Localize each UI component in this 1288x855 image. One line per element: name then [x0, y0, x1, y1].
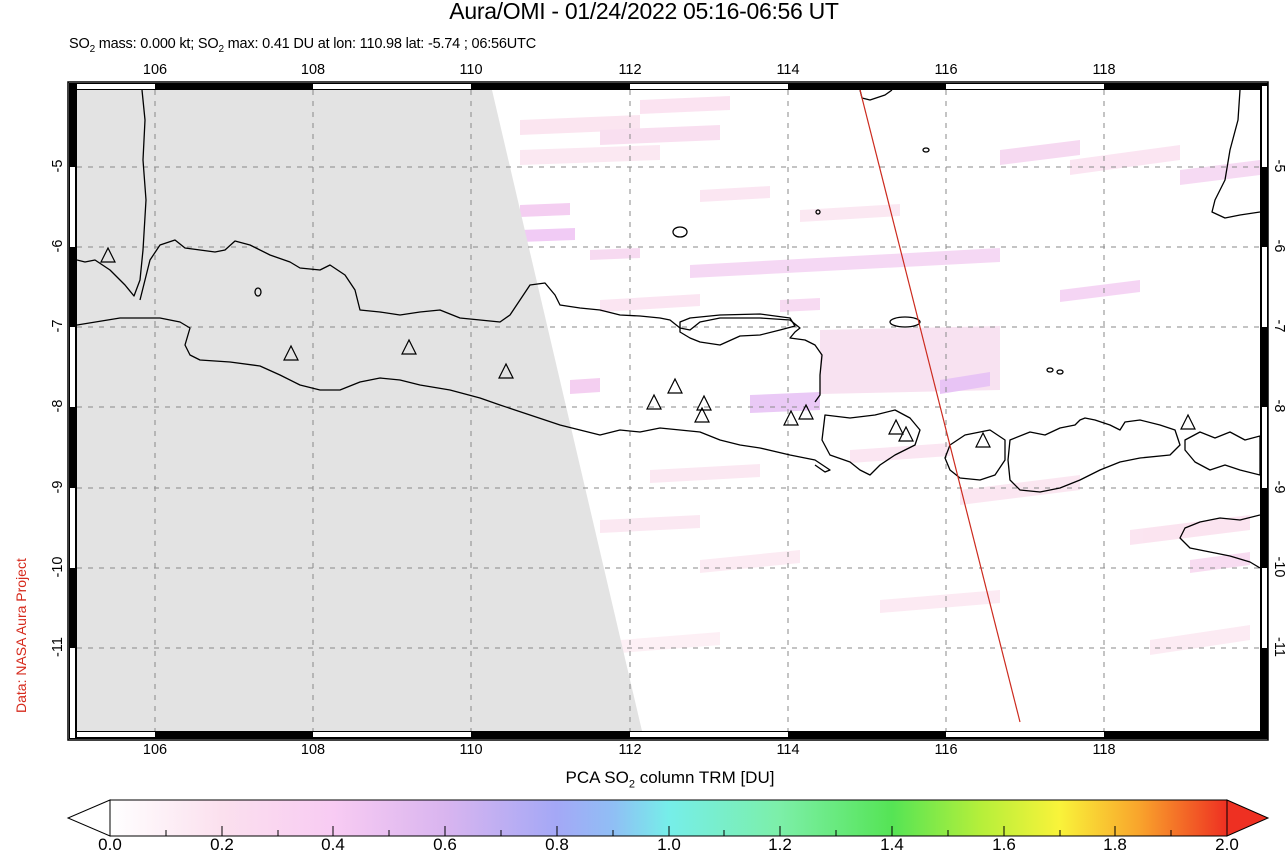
- coastlines: [77, 90, 1260, 569]
- y-tick-right: -11: [1271, 637, 1287, 657]
- colorbar-tick: 0.8: [545, 835, 569, 854]
- x-tick-top: 110: [459, 62, 483, 78]
- volcano-icon: [694, 406, 710, 423]
- y-tick-left: -9: [50, 480, 66, 494]
- x-tick-bottom: 108: [300, 742, 326, 758]
- colorbar-tick: 0.4: [321, 835, 345, 854]
- colorbar-tick: 1.8: [1103, 835, 1127, 854]
- volcano-icon: [798, 403, 814, 420]
- y-tick-left: -7: [50, 319, 66, 333]
- colorbar-tick: 1.2: [768, 835, 792, 854]
- colorbar: [66, 799, 1270, 837]
- map-title: Aura/OMI - 01/24/2022 05:16-06:56 UT: [449, 0, 839, 24]
- x-tick-top: 112: [618, 62, 642, 78]
- y-tick-right: -7: [1271, 319, 1287, 333]
- x-tick-bottom: 118: [1092, 742, 1116, 758]
- volcano-icon: [283, 344, 299, 361]
- colorbar-tick: 1.6: [992, 835, 1016, 854]
- x-tick-bottom: 106: [142, 742, 168, 758]
- colorbar-tick: 1.4: [880, 835, 904, 854]
- y-tick-left: -11: [50, 637, 66, 657]
- map-subtitle: SO2 mass: 0.000 kt; SO2 max: 0.41 DU at …: [69, 36, 536, 55]
- y-tick-left: -10: [50, 556, 66, 578]
- graticule: [77, 90, 1260, 731]
- colorbar-tick: 1.0: [657, 835, 681, 854]
- volcano-icon: [783, 409, 799, 426]
- y-tick-left: -8: [50, 399, 66, 413]
- y-tick-right: -6: [1271, 239, 1287, 253]
- volcano-icon: [667, 377, 683, 394]
- volcano-icon: [100, 246, 116, 263]
- volcano-icon: [975, 431, 991, 448]
- volcano-icon: [696, 394, 712, 411]
- y-tick-right: -5: [1271, 159, 1287, 173]
- x-tick-top: 116: [934, 62, 958, 78]
- y-tick-right: -8: [1271, 399, 1287, 413]
- colorbar-min-arrow: [66, 799, 111, 837]
- x-tick-bottom: 114: [776, 742, 800, 758]
- orbit-track-line: [859, 90, 1021, 723]
- colorbar-tick: 0.2: [210, 835, 234, 854]
- x-tick-bottom: 110: [459, 742, 483, 758]
- y-tick-right: -10: [1271, 556, 1287, 578]
- no-data-region: [77, 90, 642, 731]
- volcano-icon: [646, 393, 662, 410]
- volcano-icon: [498, 362, 514, 379]
- volcano-icon: [888, 418, 904, 435]
- map-frame: [67, 81, 1269, 741]
- volcano-markers: [100, 246, 1196, 448]
- x-tick-top: 106: [142, 62, 168, 78]
- x-tick-bottom: 112: [618, 742, 642, 758]
- y-tick-left: -5: [50, 159, 66, 173]
- colorbar-tick: 0.0: [98, 835, 122, 854]
- x-tick-bottom: 116: [934, 742, 958, 758]
- colorbar-tick: 2.0: [1215, 835, 1239, 854]
- volcano-icon: [898, 425, 914, 442]
- colorbar-tick: 0.6: [433, 835, 457, 854]
- colorbar-max-arrow: [1226, 799, 1270, 837]
- volcano-icon: [1180, 413, 1196, 430]
- y-tick-left: -6: [50, 239, 66, 253]
- colorbar-title: PCA SO2 column TRM [DU]: [565, 768, 775, 791]
- x-tick-top: 108: [300, 62, 326, 78]
- volcano-icon: [401, 338, 417, 355]
- x-tick-top: 118: [1092, 62, 1116, 78]
- x-tick-top: 114: [776, 62, 800, 78]
- y-tick-right: -9: [1271, 480, 1287, 494]
